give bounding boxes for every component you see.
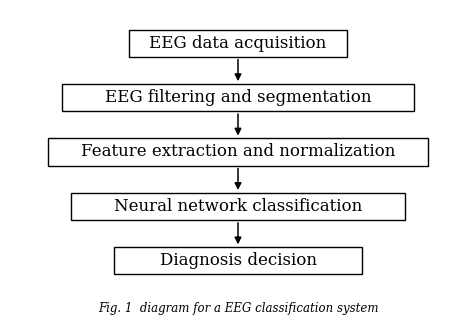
Bar	[48, 138, 428, 166]
Bar	[114, 247, 362, 275]
Text: EEG filtering and segmentation: EEG filtering and segmentation	[105, 89, 371, 106]
Text: Neural network classification: Neural network classification	[114, 198, 362, 215]
Text: Diagnosis decision: Diagnosis decision	[159, 252, 317, 269]
Text: Feature extraction and normalization: Feature extraction and normalization	[81, 143, 395, 161]
Bar	[62, 84, 414, 111]
Bar	[71, 193, 405, 220]
Bar	[129, 30, 347, 57]
Text: Fig. 1  diagram for a EEG classification system: Fig. 1 diagram for a EEG classification …	[98, 302, 378, 315]
Text: EEG data acquisition: EEG data acquisition	[149, 35, 327, 52]
